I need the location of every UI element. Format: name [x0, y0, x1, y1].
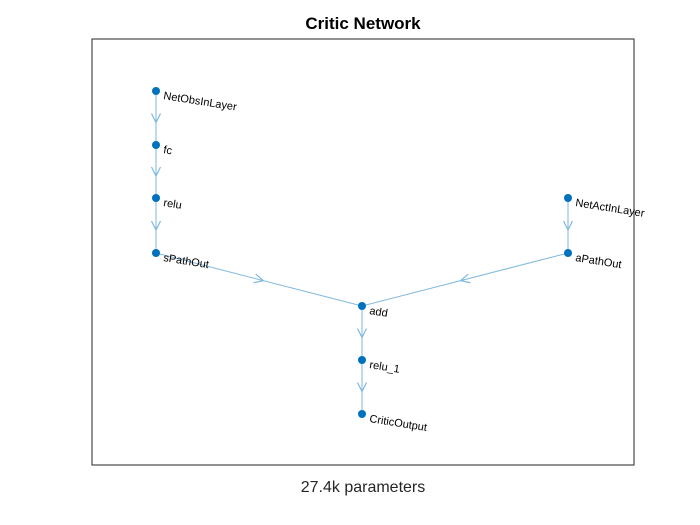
node-add: add: [358, 302, 389, 320]
node-marker: [358, 356, 366, 364]
node-marker: [358, 410, 366, 418]
arrow-fc-to-relu: [150, 166, 162, 178]
node-relu_1: relu_1: [358, 356, 401, 376]
node-relu: relu: [152, 194, 183, 212]
diagram-title: Critic Network: [305, 14, 421, 33]
axes-box: [91, 38, 635, 466]
node-marker: [152, 141, 160, 149]
edge-sPathOut-to-add: [155, 252, 363, 307]
edges-layer: [150, 91, 574, 414]
arrow-aPathOut-to-add: [459, 273, 471, 284]
node-marker: [564, 194, 572, 202]
node-marker: [358, 302, 366, 310]
arrow-NetObsInLayer-to-fc: [150, 113, 162, 124]
node-label: relu_1: [369, 359, 401, 376]
parameter-count: 27.4k parameters: [300, 479, 426, 496]
node-label: add: [369, 305, 389, 320]
node-marker: [564, 249, 572, 257]
arrow-relu_1-to-CriticOutput: [356, 382, 368, 393]
node-marker: [152, 249, 160, 257]
node-label: fc: [163, 144, 174, 157]
edge-aPathOut-to-add: [361, 252, 569, 307]
arrow-sPathOut-to-add: [253, 273, 265, 284]
node-marker: [152, 87, 160, 95]
arrow-relu-to-sPathOut: [150, 220, 162, 232]
node-marker: [152, 194, 160, 202]
node-fc: fc: [152, 141, 173, 157]
arrow-add-to-relu_1: [356, 328, 368, 339]
node-label: relu: [163, 197, 183, 212]
arrow-NetActInLayer-to-aPathOut: [562, 220, 574, 232]
